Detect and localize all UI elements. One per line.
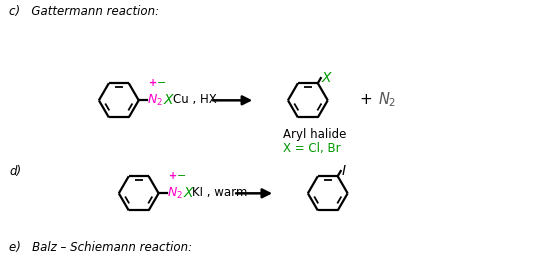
Text: $N_2$: $N_2$ <box>377 90 396 109</box>
Text: X = Cl, Br: X = Cl, Br <box>283 142 340 155</box>
Text: +: + <box>149 78 157 89</box>
Text: d): d) <box>10 165 21 178</box>
Text: Aryl halide: Aryl halide <box>283 128 347 141</box>
Text: Cu , HX: Cu , HX <box>173 93 216 106</box>
Text: +: + <box>359 92 372 107</box>
Text: X: X <box>183 186 193 200</box>
Text: −: − <box>177 171 186 182</box>
Text: +: + <box>169 171 177 182</box>
Text: $N_2$: $N_2$ <box>146 93 163 108</box>
Text: KI , warm: KI , warm <box>192 186 248 199</box>
Text: I: I <box>342 164 346 178</box>
Text: −: − <box>157 78 166 89</box>
Text: c)   Gattermann reaction:: c) Gattermann reaction: <box>10 5 159 18</box>
Text: $N_2$: $N_2$ <box>167 186 183 201</box>
Text: X: X <box>164 93 173 107</box>
Text: e)   Balz – Schiemann reaction:: e) Balz – Schiemann reaction: <box>10 241 192 254</box>
Text: X: X <box>322 71 331 85</box>
